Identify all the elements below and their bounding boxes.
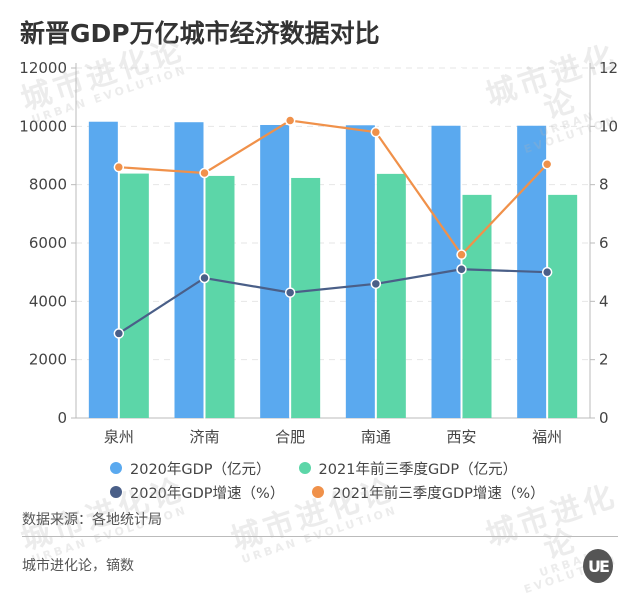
bar <box>119 173 149 418</box>
x-axis-category-label: 合肥 <box>275 428 305 446</box>
ue-logo-icon: UE <box>583 549 613 583</box>
left-axis-tick-label: 2000 <box>29 351 67 369</box>
bar <box>205 175 235 418</box>
legend-item-growth-2021q3[interactable]: 2021年前三季度GDP增速（%） <box>312 482 545 503</box>
legend: 2020年GDP（亿元） 2021年前三季度GDP（亿元） 2020年GDP增速… <box>110 456 570 504</box>
legend-dot-icon <box>110 462 122 474</box>
data-point <box>284 287 296 298</box>
x-axis-category-label: 泉州 <box>104 428 134 446</box>
legend-label: 2021年前三季度GDP（亿元） <box>318 461 518 478</box>
data-point <box>284 115 296 126</box>
bar <box>88 121 118 418</box>
bar <box>291 177 321 418</box>
legend-label: 2020年GDP增速（%） <box>130 485 285 502</box>
x-axis-category-label: 济南 <box>189 428 219 446</box>
x-axis-category-label: 南通 <box>361 428 391 446</box>
data-point <box>541 159 553 170</box>
x-axis-category-label: 西安 <box>446 428 476 446</box>
right-axis-tick-label: 2 <box>599 351 609 369</box>
legend-dot-icon <box>298 462 311 474</box>
left-axis-tick-label: 4000 <box>29 292 67 310</box>
right-axis-tick-label: 10 <box>599 117 618 135</box>
legend-item-gdp-2021q3[interactable]: 2021年前三季度GDP（亿元） <box>298 458 518 479</box>
legend-label: 2021年前三季度GDP增速（%） <box>332 485 545 502</box>
bar <box>548 194 578 418</box>
divider <box>22 536 618 537</box>
line-series <box>118 119 548 257</box>
data-point <box>199 272 210 284</box>
right-axis-tick-label: 6 <box>599 234 609 252</box>
credits: 城市进化论，镝数 <box>22 558 134 574</box>
bar <box>376 173 406 418</box>
x-axis-category-label: 福州 <box>532 428 562 446</box>
data-point <box>370 126 382 138</box>
legend-item-gdp-2020[interactable]: 2020年GDP（亿元） <box>110 458 271 479</box>
data-point <box>370 278 382 290</box>
left-axis-tick-label: 12000 <box>19 59 67 77</box>
data-point <box>113 328 125 339</box>
data-point <box>456 249 467 260</box>
data-point <box>541 266 553 278</box>
chart-title: 新晋GDP万亿城市经济数据对比 <box>20 19 380 48</box>
data-point <box>113 161 125 173</box>
right-axis-tick-label: 12 <box>599 59 618 77</box>
bar <box>462 194 492 418</box>
left-axis-tick-label: 6000 <box>29 234 67 252</box>
left-axis-tick-label: 10000 <box>19 117 67 135</box>
legend-dot-icon <box>312 486 325 498</box>
right-axis-tick-label: 0 <box>599 409 609 427</box>
right-axis-tick-label: 8 <box>599 176 609 194</box>
legend-label: 2020年GDP（亿元） <box>130 461 271 478</box>
bar <box>260 124 290 418</box>
data-point <box>199 167 210 179</box>
right-axis-tick-label: 4 <box>599 292 609 310</box>
combo-chart: 0 2000 4000 6000 8000 10000 12000 0 2 4 6 8 10 12 泉州 济南… <box>19 59 618 446</box>
legend-item-growth-2020[interactable]: 2020年GDP增速（%） <box>110 482 284 503</box>
line-series <box>118 268 548 335</box>
bar <box>174 122 204 419</box>
legend-dot-icon <box>110 486 122 498</box>
data-point <box>456 264 467 275</box>
left-axis-tick-label: 0 <box>57 409 67 427</box>
bar <box>345 125 375 419</box>
left-axis-tick-label: 8000 <box>29 176 67 194</box>
data-source: 数据来源：各地统计局 <box>22 512 162 528</box>
